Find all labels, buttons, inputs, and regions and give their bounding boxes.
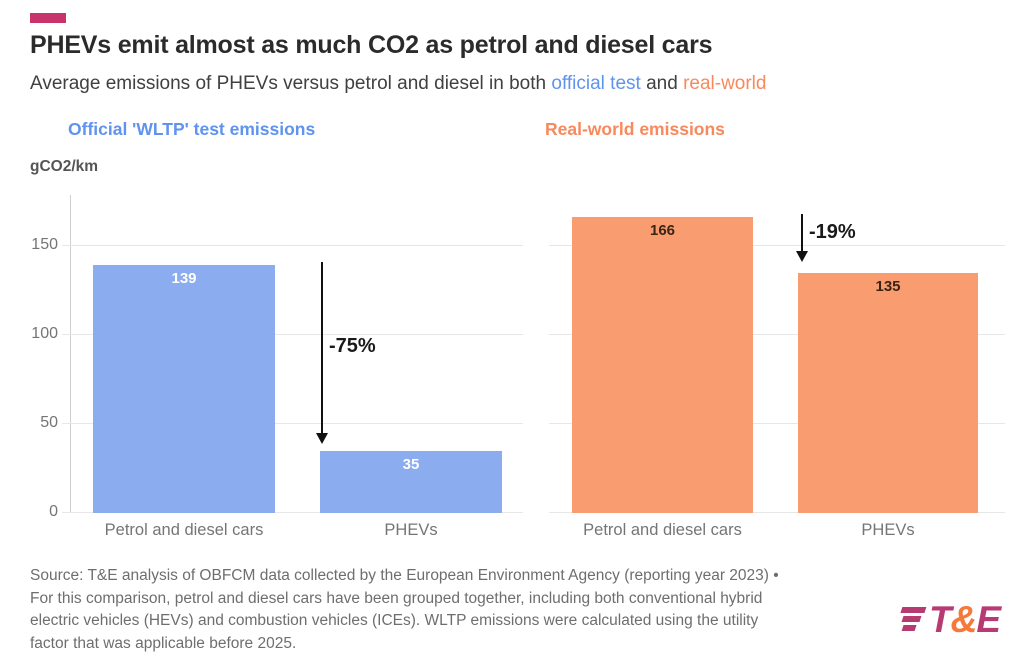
- bar-phevs: 35: [320, 450, 502, 513]
- te-logo-speedlines-icon: [894, 606, 927, 634]
- y-tick-label: 100: [31, 324, 58, 342]
- decrease-annotation-left: -75%: [329, 335, 376, 357]
- subtitle-prefix: Average emissions of PHEVs versus petrol…: [30, 73, 552, 94]
- bar-value-label: 135: [875, 277, 901, 295]
- category-label: Petrol and diesel cars: [583, 521, 742, 539]
- y-tick-label: 150: [31, 235, 58, 253]
- category-label: Petrol and diesel cars: [104, 521, 264, 539]
- gridline: [62, 512, 523, 513]
- source-line: Source: T&E analysis of OBFCM data colle…: [30, 567, 779, 584]
- bar-value-label: 166: [649, 222, 676, 240]
- y-tick-label: 50: [40, 413, 58, 431]
- source-line: factor that was applicable before 2025.: [30, 634, 297, 652]
- y-axis-unit-label: gCO2/km: [30, 158, 99, 175]
- bar-value-label: 139: [171, 270, 197, 288]
- source-line: For this comparison, petrol and diesel c…: [30, 589, 763, 607]
- right-chart-title: Real-world emissions: [545, 119, 725, 139]
- subtitle: Average emissions of PHEVs versus petrol…: [30, 73, 970, 95]
- category-label: PHEVs: [861, 521, 915, 539]
- gridline: [62, 423, 523, 424]
- bar-petrol-and-diesel-cars: 139: [93, 265, 275, 513]
- subtitle-official-test: official test: [551, 73, 641, 94]
- decrease-annotation-right: -19%: [809, 221, 856, 243]
- te-logo: T&E: [898, 599, 1001, 641]
- bar-petrol-and-diesel-cars: 166: [572, 217, 753, 513]
- right-plot-area: 166 135: [549, 195, 1005, 513]
- gridline: [549, 245, 1005, 246]
- subtitle-real-world: real-world: [683, 73, 767, 94]
- gridline: [549, 334, 1005, 335]
- bar-phevs: 135: [798, 272, 978, 513]
- source-line: electric vehicles (HEVs) and combustion …: [30, 612, 759, 629]
- gridline: [62, 334, 523, 335]
- left-chart-title: Official 'WLTP' test emissions: [68, 119, 316, 139]
- te-logo-text: T&E: [929, 599, 1001, 640]
- y-axis-line: [70, 195, 71, 513]
- decrease-arrow-right: [796, 214, 808, 262]
- gridline: [549, 423, 1005, 424]
- page-title: PHEVs emit almost as much CO2 as petrol …: [30, 31, 713, 59]
- accent-dash: [30, 13, 66, 23]
- decrease-arrow-left: [316, 262, 328, 444]
- bar-value-label: 35: [402, 455, 420, 473]
- gridline: [549, 512, 1005, 513]
- source-note: Source: T&E analysis of OBFCM data colle…: [30, 565, 910, 655]
- y-tick-label: 0: [49, 503, 58, 520]
- subtitle-and: and: [640, 73, 684, 94]
- category-label: PHEVs: [384, 521, 438, 539]
- gridline: [62, 245, 523, 246]
- left-plot-area: 139 35: [62, 195, 523, 513]
